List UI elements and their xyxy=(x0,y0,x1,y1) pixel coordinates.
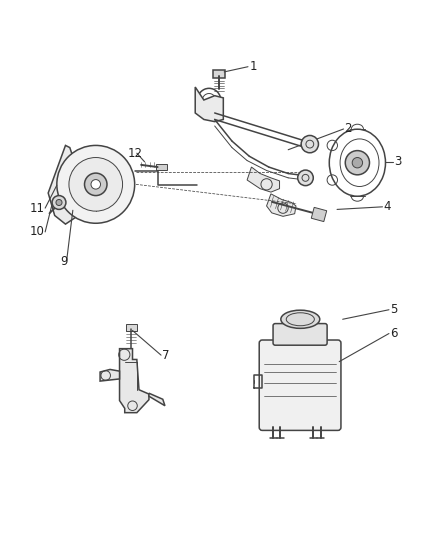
Text: 12: 12 xyxy=(127,147,142,160)
Text: 4: 4 xyxy=(383,200,391,213)
FancyBboxPatch shape xyxy=(213,70,225,77)
Polygon shape xyxy=(100,369,120,381)
FancyBboxPatch shape xyxy=(273,324,327,345)
Polygon shape xyxy=(120,349,149,413)
Circle shape xyxy=(91,180,100,189)
Polygon shape xyxy=(247,167,279,192)
Text: 9: 9 xyxy=(60,255,67,268)
Polygon shape xyxy=(195,87,223,122)
FancyBboxPatch shape xyxy=(156,164,167,169)
Text: 10: 10 xyxy=(30,225,45,238)
Text: 2: 2 xyxy=(344,123,352,135)
Polygon shape xyxy=(149,393,165,406)
Circle shape xyxy=(352,158,363,168)
Text: 5: 5 xyxy=(390,303,397,316)
Polygon shape xyxy=(48,146,83,224)
Circle shape xyxy=(52,196,66,209)
Circle shape xyxy=(56,199,62,206)
Circle shape xyxy=(69,158,123,211)
Polygon shape xyxy=(267,194,296,216)
Circle shape xyxy=(57,146,134,223)
FancyBboxPatch shape xyxy=(259,340,341,430)
Circle shape xyxy=(298,170,313,185)
Circle shape xyxy=(85,173,107,196)
Ellipse shape xyxy=(281,310,320,328)
Text: 1: 1 xyxy=(249,60,257,73)
Text: 11: 11 xyxy=(30,201,45,215)
FancyBboxPatch shape xyxy=(126,324,137,331)
Circle shape xyxy=(345,151,370,175)
Text: 7: 7 xyxy=(162,349,170,362)
Text: 3: 3 xyxy=(394,155,402,168)
Text: 6: 6 xyxy=(390,327,397,340)
Circle shape xyxy=(301,135,318,153)
Polygon shape xyxy=(311,207,327,222)
